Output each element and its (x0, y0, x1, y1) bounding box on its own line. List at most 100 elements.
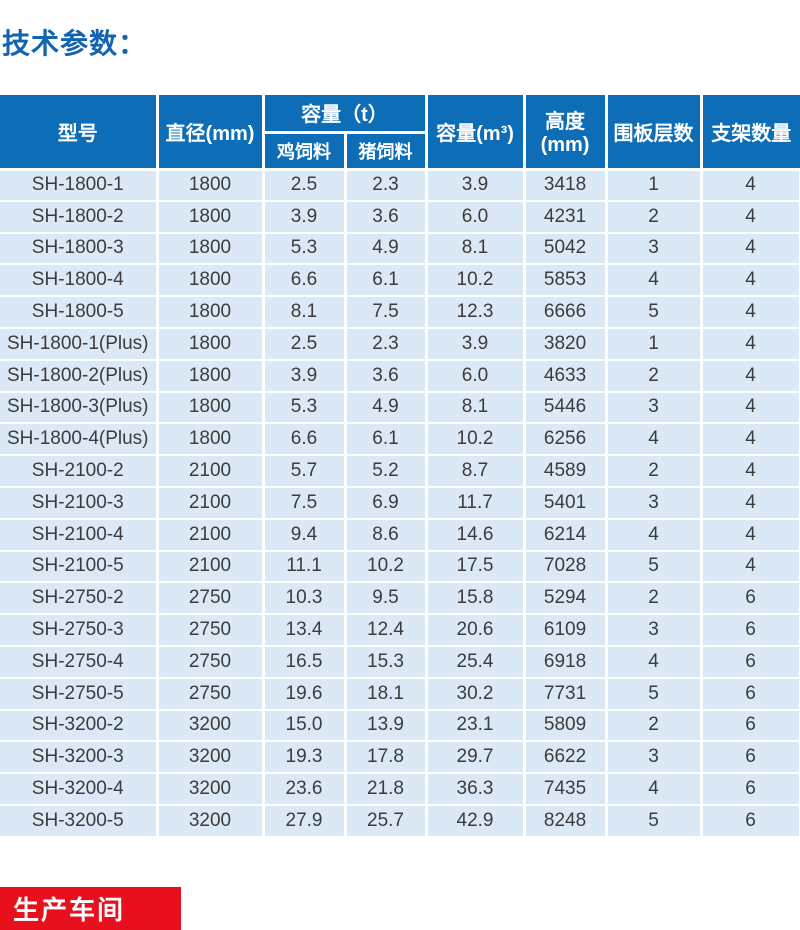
cell-diameter-mm: 3200 (157, 803, 265, 838)
cell-bracket-count: 4 (701, 263, 800, 298)
cell-diameter-mm: 3200 (157, 772, 265, 806)
cell-pig-feed-t: 10.2 (345, 549, 428, 584)
cell-bracket-count: 4 (701, 549, 800, 584)
cell-diameter-mm: 1800 (157, 326, 265, 361)
cell-diameter-mm: 2750 (157, 676, 265, 711)
header-model: 型号 (0, 95, 159, 171)
cell-panel-layers: 4 (606, 772, 703, 806)
cell-bracket-count: 6 (701, 581, 800, 616)
cell-chicken-feed-t: 3.9 (263, 358, 347, 393)
cell-bracket-count: 4 (701, 295, 800, 329)
cell-model: SH-2750-2 (0, 581, 159, 616)
table-row: SH-1800-1(Plus) 1800 2.5 2.3 3.9 3820 1 4 (0, 326, 800, 361)
cell-diameter-mm: 1800 (157, 422, 265, 457)
cell-chicken-feed-t: 5.3 (263, 390, 347, 425)
cell-capacity-m3: 6.0 (426, 199, 526, 234)
table-row: SH-2750-4 2750 16.5 15.3 25.4 6918 4 6 (0, 644, 800, 679)
cell-model: SH-1800-1(Plus) (0, 326, 159, 361)
cell-diameter-mm: 1800 (157, 263, 265, 298)
cell-height-mm: 7435 (524, 772, 608, 806)
cell-bracket-count: 4 (701, 485, 800, 520)
cell-capacity-m3: 3.9 (426, 167, 526, 202)
cell-diameter-mm: 1800 (157, 358, 265, 393)
cell-panel-layers: 3 (606, 613, 703, 647)
cell-panel-layers: 5 (606, 295, 703, 329)
cell-diameter-mm: 2750 (157, 644, 265, 679)
cell-height-mm: 7028 (524, 549, 608, 584)
cell-capacity-m3: 17.5 (426, 549, 526, 584)
cell-chicken-feed-t: 7.5 (263, 485, 347, 520)
cell-chicken-feed-t: 15.0 (263, 708, 347, 743)
cell-diameter-mm: 3200 (157, 740, 265, 775)
cell-bracket-count: 6 (701, 676, 800, 711)
cell-height-mm: 3820 (524, 326, 608, 361)
cell-panel-layers: 5 (606, 676, 703, 711)
cell-capacity-m3: 25.4 (426, 644, 526, 679)
cell-bracket-count: 4 (701, 358, 800, 393)
cell-pig-feed-t: 21.8 (345, 772, 428, 806)
cell-height-mm: 5294 (524, 581, 608, 616)
cell-pig-feed-t: 4.9 (345, 390, 428, 425)
cell-capacity-m3: 15.8 (426, 581, 526, 616)
spec-table-header: 型号 直径(mm) 容量（t） 容量(m³) 高度(mm) 围板层数 支架数量 … (0, 95, 800, 171)
cell-panel-layers: 4 (606, 422, 703, 457)
cell-panel-layers: 3 (606, 390, 703, 425)
cell-capacity-m3: 30.2 (426, 676, 526, 711)
cell-diameter-mm: 2750 (157, 613, 265, 647)
cell-panel-layers: 2 (606, 708, 703, 743)
cell-model: SH-1800-3(Plus) (0, 390, 159, 425)
cell-height-mm: 6666 (524, 295, 608, 329)
cell-height-mm: 6622 (524, 740, 608, 775)
cell-diameter-mm: 1800 (157, 199, 265, 234)
cell-height-mm: 5853 (524, 263, 608, 298)
cell-capacity-m3: 14.6 (426, 517, 526, 552)
cell-bracket-count: 6 (701, 803, 800, 838)
cell-capacity-m3: 12.3 (426, 295, 526, 329)
cell-model: SH-3200-3 (0, 740, 159, 775)
cell-panel-layers: 4 (606, 263, 703, 298)
header-bracket-count: 支架数量 (699, 95, 800, 171)
cell-bracket-count: 4 (701, 326, 800, 361)
cell-chicken-feed-t: 2.5 (263, 326, 347, 361)
cell-model: SH-2750-3 (0, 613, 159, 647)
cell-bracket-count: 4 (701, 231, 800, 266)
cell-model: SH-2100-4 (0, 517, 159, 552)
cell-height-mm: 5042 (524, 231, 608, 266)
cell-panel-layers: 3 (606, 231, 703, 266)
cell-pig-feed-t: 6.9 (345, 485, 428, 520)
page-title: 技术参数： (2, 28, 148, 59)
cell-panel-layers: 5 (606, 549, 703, 584)
cell-diameter-mm: 1800 (157, 167, 265, 202)
header-pig-feed: 猪饲料 (343, 132, 427, 171)
table-row: SH-2750-5 2750 19.6 18.1 30.2 7731 5 6 (0, 676, 800, 711)
cell-model: SH-3200-5 (0, 803, 159, 838)
cell-model: SH-1800-1 (0, 167, 159, 202)
cell-capacity-m3: 11.7 (426, 485, 526, 520)
cell-capacity-m3: 42.9 (426, 803, 526, 838)
cell-bracket-count: 6 (701, 772, 800, 806)
cell-capacity-m3: 36.3 (426, 772, 526, 806)
cell-chicken-feed-t: 6.6 (263, 263, 347, 298)
cell-diameter-mm: 2100 (157, 454, 265, 488)
cell-height-mm: 6109 (524, 613, 608, 647)
table-row: SH-1800-4(Plus) 1800 6.6 6.1 10.2 6256 4 4 (0, 422, 800, 457)
cell-model: SH-2100-5 (0, 549, 159, 584)
cell-panel-layers: 2 (606, 581, 703, 616)
cell-height-mm: 4589 (524, 454, 608, 488)
cell-chicken-feed-t: 5.7 (263, 454, 347, 488)
table-row: SH-1800-1 1800 2.5 2.3 3.9 3418 1 4 (0, 167, 800, 202)
table-row: SH-1800-3(Plus) 1800 5.3 4.9 8.1 5446 3 4 (0, 390, 800, 425)
cell-height-mm: 7731 (524, 676, 608, 711)
cell-pig-feed-t: 3.6 (345, 199, 428, 234)
cell-capacity-m3: 10.2 (426, 263, 526, 298)
cell-capacity-m3: 6.0 (426, 358, 526, 393)
table-row: SH-2750-3 2750 13.4 12.4 20.6 6109 3 6 (0, 613, 800, 647)
cell-model: SH-1800-3 (0, 231, 159, 266)
cell-bracket-count: 4 (701, 167, 800, 202)
cell-pig-feed-t: 13.9 (345, 708, 428, 743)
cell-diameter-mm: 2750 (157, 581, 265, 616)
section-banner-label: 生产车间 (13, 894, 126, 925)
cell-chicken-feed-t: 13.4 (263, 613, 347, 647)
header-panel-layers: 围板层数 (604, 95, 703, 171)
table-row: SH-2100-2 2100 5.7 5.2 8.7 4589 2 4 (0, 454, 800, 488)
